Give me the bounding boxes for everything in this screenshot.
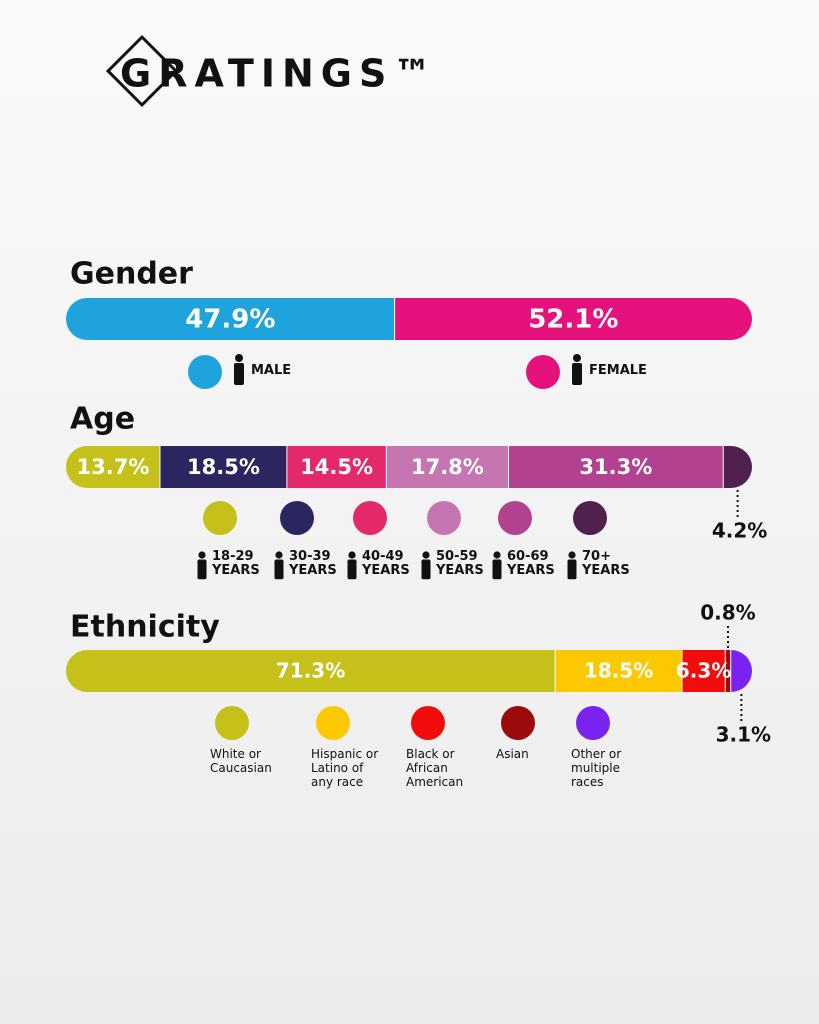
person-icon	[421, 559, 431, 580]
legend-swatch	[316, 706, 350, 740]
logo-mark	[105, 34, 179, 108]
legend-label: FEMALE	[589, 363, 647, 378]
person-icon	[492, 559, 502, 580]
person-icon	[275, 551, 283, 559]
bar-segment	[508, 446, 724, 488]
value-label: 47.9%	[185, 305, 275, 335]
bar-segment	[66, 298, 395, 340]
legend-label: White or Caucasian	[210, 747, 272, 775]
value-label: 0.8%	[700, 601, 755, 625]
bar-segment	[159, 446, 287, 488]
legend-swatch	[188, 355, 222, 389]
legend-label: 70+ YEARS	[582, 549, 630, 578]
value-label: 71.3%	[276, 659, 345, 683]
bar-group	[66, 298, 752, 340]
person-icon	[198, 551, 206, 559]
chart-title: Age	[70, 402, 135, 437]
legend-swatch	[498, 501, 532, 535]
person-icon	[234, 363, 244, 385]
legend-label: 60-69 YEARS	[507, 549, 555, 578]
bar-segment	[66, 650, 556, 692]
person-icon	[572, 363, 582, 385]
value-label: 6.3%	[676, 659, 731, 683]
legend-swatch	[203, 501, 237, 535]
person-icon	[274, 559, 284, 580]
person-icon	[422, 551, 430, 559]
value-label: 18.5%	[187, 455, 260, 479]
legend-label: Black or African American	[406, 747, 464, 789]
legend-swatch	[427, 501, 461, 535]
value-label: 17.8%	[411, 455, 484, 479]
bar-segment	[66, 446, 160, 488]
value-label: 31.3%	[579, 455, 652, 479]
legend-label: Asian	[496, 747, 529, 761]
legend-label: 40-49 YEARS	[362, 549, 410, 578]
person-icon	[348, 551, 356, 559]
bar-segment	[394, 298, 752, 340]
value-label: 18.5%	[584, 659, 653, 683]
legend-swatch	[573, 501, 607, 535]
bar-segment	[286, 446, 387, 488]
legend-label: 18-29 YEARS	[212, 549, 260, 578]
person-icon	[568, 551, 576, 559]
bar-segment	[682, 650, 726, 692]
legend-label: MALE	[251, 363, 292, 378]
legend-swatch	[280, 501, 314, 535]
chart-title: Ethnicity	[70, 610, 220, 645]
bar-segment	[386, 446, 509, 488]
legend-label: 50-59 YEARS	[436, 549, 484, 578]
legend-label: Other or multiple races	[571, 747, 622, 789]
bar-segment	[723, 446, 752, 488]
person-icon	[347, 559, 357, 580]
legend-label: Hispanic or Latino of any race	[311, 747, 379, 789]
value-label: 14.5%	[300, 455, 373, 479]
legend-swatch	[526, 355, 560, 389]
value-label: 13.7%	[77, 455, 150, 479]
bar-segment	[725, 650, 731, 692]
bar-group	[66, 650, 752, 692]
legend-swatch	[215, 706, 249, 740]
bar-segment	[555, 650, 683, 692]
person-icon	[197, 559, 207, 580]
legend-swatch	[501, 706, 535, 740]
logo: GRATINGS™	[120, 52, 438, 96]
person-icon	[235, 354, 243, 362]
legend-swatch	[411, 706, 445, 740]
legend-label: 30-39 YEARS	[289, 549, 337, 578]
person-icon	[567, 559, 577, 580]
value-label: 52.1%	[528, 305, 618, 335]
chart-title: Gender	[70, 257, 193, 292]
value-label: 4.2%	[712, 519, 767, 543]
person-icon	[493, 551, 501, 559]
legend-swatch	[576, 706, 610, 740]
bar-group	[66, 446, 752, 488]
bar-segment	[730, 650, 752, 692]
value-label: 3.1%	[716, 723, 771, 747]
legend-swatch	[353, 501, 387, 535]
person-icon	[573, 354, 581, 362]
